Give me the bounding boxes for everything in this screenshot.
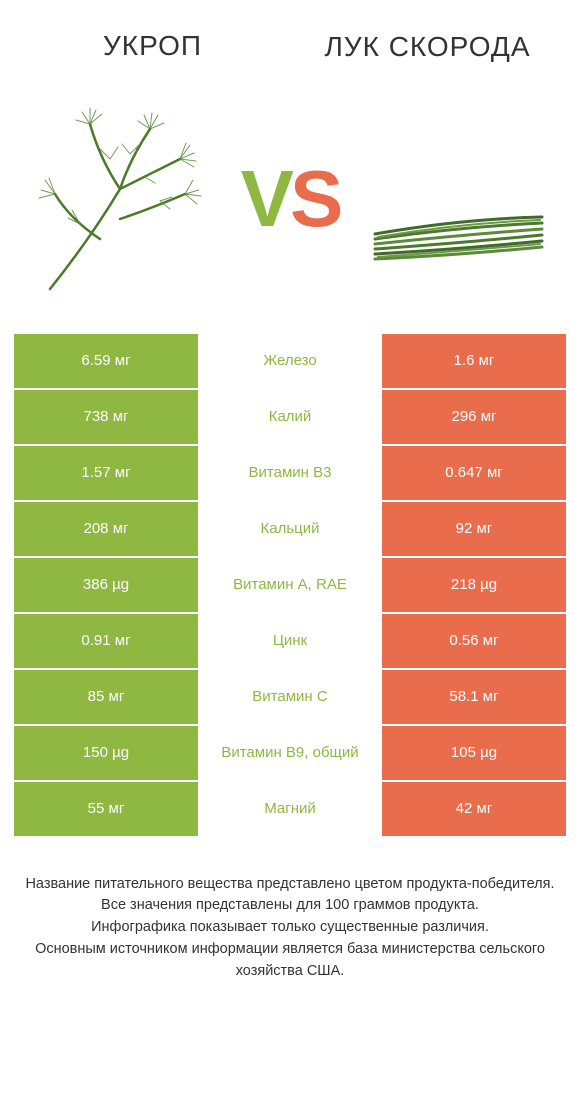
- table-row: 386 µgВитамин A, RAE218 µg: [14, 558, 566, 612]
- left-value: 0.91 мг: [14, 614, 198, 668]
- table-row: 150 µgВитамин B9, общий105 µg: [14, 726, 566, 780]
- nutrient-label: Магний: [198, 782, 382, 836]
- table-row: 1.57 мгВитамин B30.647 мг: [14, 446, 566, 500]
- table-row: 85 мгВитамин C58.1 мг: [14, 670, 566, 724]
- right-product-title: ЛУК СКОРОДА: [315, 30, 540, 64]
- right-value: 42 мг: [382, 782, 566, 836]
- vs-v: V: [241, 154, 290, 243]
- right-value: 92 мг: [382, 502, 566, 556]
- footer-line: Инфографика показывает только существенн…: [24, 917, 556, 939]
- right-value: 58.1 мг: [382, 670, 566, 724]
- footer-notes: Название питательного вещества представл…: [0, 838, 580, 983]
- right-value: 218 µg: [382, 558, 566, 612]
- table-row: 55 мгМагний42 мг: [14, 782, 566, 836]
- left-value: 55 мг: [14, 782, 198, 836]
- left-value: 208 мг: [14, 502, 198, 556]
- nutrient-label: Витамин B3: [198, 446, 382, 500]
- right-value: 105 µg: [382, 726, 566, 780]
- left-value: 85 мг: [14, 670, 198, 724]
- nutrient-table: 6.59 мгЖелезо1.6 мг738 мгКалий296 мг1.57…: [0, 334, 580, 836]
- vs-s: S: [290, 154, 339, 243]
- left-product-title: УКРОП: [40, 30, 265, 64]
- chive-illustration: [370, 99, 550, 299]
- footer-line: Все значения представлены для 100 граммо…: [24, 895, 556, 917]
- nutrient-label: Калий: [198, 390, 382, 444]
- right-value: 1.6 мг: [382, 334, 566, 388]
- dill-illustration: [30, 99, 210, 299]
- left-value: 386 µg: [14, 558, 198, 612]
- hero-row: VS: [0, 74, 580, 334]
- left-value: 150 µg: [14, 726, 198, 780]
- header: УКРОП ЛУК СКОРОДА: [0, 0, 580, 74]
- table-row: 208 мгКальций92 мг: [14, 502, 566, 556]
- table-row: 0.91 мгЦинк0.56 мг: [14, 614, 566, 668]
- nutrient-label: Железо: [198, 334, 382, 388]
- table-row: 6.59 мгЖелезо1.6 мг: [14, 334, 566, 388]
- footer-line: Название питательного вещества представл…: [24, 874, 556, 896]
- table-row: 738 мгКалий296 мг: [14, 390, 566, 444]
- right-value: 0.647 мг: [382, 446, 566, 500]
- nutrient-label: Цинк: [198, 614, 382, 668]
- left-value: 738 мг: [14, 390, 198, 444]
- footer-line: Основным источником информации является …: [24, 939, 556, 983]
- nutrient-label: Витамин C: [198, 670, 382, 724]
- left-value: 1.57 мг: [14, 446, 198, 500]
- right-value: 0.56 мг: [382, 614, 566, 668]
- nutrient-label: Кальций: [198, 502, 382, 556]
- nutrient-label: Витамин A, RAE: [198, 558, 382, 612]
- vs-label: VS: [241, 153, 340, 245]
- left-value: 6.59 мг: [14, 334, 198, 388]
- right-value: 296 мг: [382, 390, 566, 444]
- nutrient-label: Витамин B9, общий: [198, 726, 382, 780]
